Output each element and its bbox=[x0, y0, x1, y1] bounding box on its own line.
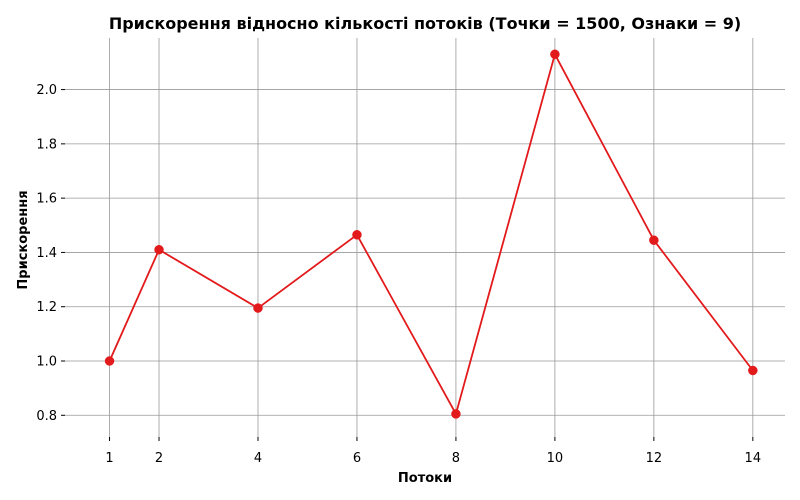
chart-title: Прискорення відносно кількості потоків (… bbox=[109, 14, 741, 33]
x-tick-label: 8 bbox=[452, 451, 460, 466]
y-tick-label: 2.0 bbox=[36, 83, 57, 98]
y-tick-label: 1.6 bbox=[36, 192, 57, 207]
y-axis-label: Прискорення bbox=[16, 190, 31, 289]
y-tick-label: 1.0 bbox=[36, 355, 57, 370]
x-axis-label: Потоки bbox=[398, 471, 452, 486]
axis-layer: 0.81.01.21.41.61.82.01 2 4 6 8 10 12 14 bbox=[36, 83, 761, 466]
y-tick-label: 1.4 bbox=[36, 246, 57, 261]
series-layer bbox=[104, 49, 758, 419]
x-tick-label: 14 bbox=[745, 451, 762, 466]
data-point bbox=[451, 409, 461, 419]
data-point bbox=[104, 356, 115, 366]
data-point bbox=[352, 230, 362, 240]
x-tick-label: 4 bbox=[254, 451, 262, 466]
series-line bbox=[108, 53, 754, 415]
y-tick-label: 1.2 bbox=[36, 300, 57, 315]
x-tick-label: 6 bbox=[353, 451, 361, 466]
data-point bbox=[550, 49, 560, 60]
data-point bbox=[253, 303, 263, 313]
data-point bbox=[154, 244, 164, 255]
y-tick-label: 1.8 bbox=[36, 137, 57, 152]
grid-layer bbox=[65, 38, 785, 437]
x-tick-label: 1 bbox=[105, 451, 113, 466]
data-point bbox=[748, 365, 758, 376]
x-tick-label: 2 bbox=[155, 451, 163, 466]
data-point bbox=[649, 235, 659, 245]
x-tick-label: 12 bbox=[646, 451, 663, 466]
x-tick-label: 10 bbox=[547, 451, 564, 466]
y-tick-label: 0.8 bbox=[36, 409, 57, 424]
